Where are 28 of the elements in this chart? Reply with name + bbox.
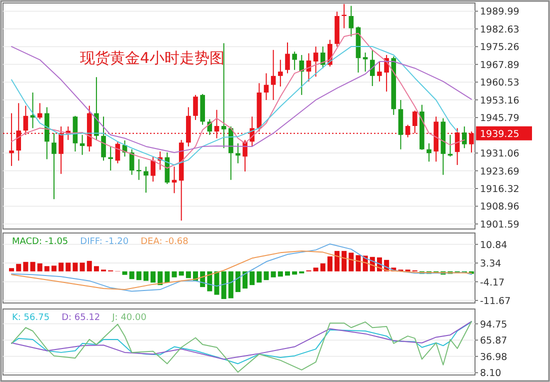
ref-line-label: 1939.25 — [480, 128, 520, 140]
y-tick-label: 1931.06 — [480, 148, 520, 160]
y-tick-label: 1945.79 — [480, 113, 520, 124]
series-label: J: 40.00 — [111, 313, 147, 323]
y-tick-label: 1908.96 — [480, 202, 520, 213]
y-tick-label: 1960.53 — [480, 78, 520, 89]
y-tick-label: 3.34 — [480, 258, 502, 270]
y-tick-label: -11.67 — [480, 296, 511, 307]
y-tick-label: 1953.16 — [480, 95, 520, 106]
text: D: 65.12 — [62, 313, 100, 323]
y-tick-label: 1923.69 — [480, 166, 520, 178]
y-tick-label: 1916.32 — [480, 184, 520, 196]
y-tick-label: 8.10 — [480, 368, 502, 380]
series-label: MACD: -1.05 — [12, 237, 68, 247]
text: DIFF: -1.20 — [80, 237, 129, 247]
y-tick-label: 1975.26 — [480, 42, 520, 54]
text: 现货黄金4小时走势图 — [80, 49, 225, 67]
y-tick-label: 10.84 — [480, 240, 508, 251]
y-tick-label: 1989.99 — [480, 6, 520, 18]
y-tick-label: 1901.59 — [480, 219, 520, 230]
text: DEA: -0.68 — [140, 237, 189, 247]
y-tick-label: 94.75 — [480, 319, 508, 330]
y-tick-label: 1967.89 — [480, 60, 520, 71]
y-tick-label: 65.87 — [480, 336, 508, 347]
series-label: K: 56.75 — [12, 313, 50, 323]
y-tick-label: 1982.63 — [480, 24, 520, 36]
y-tick-label: -4.17 — [480, 277, 505, 288]
y-tick-label: 36.98 — [480, 352, 508, 363]
